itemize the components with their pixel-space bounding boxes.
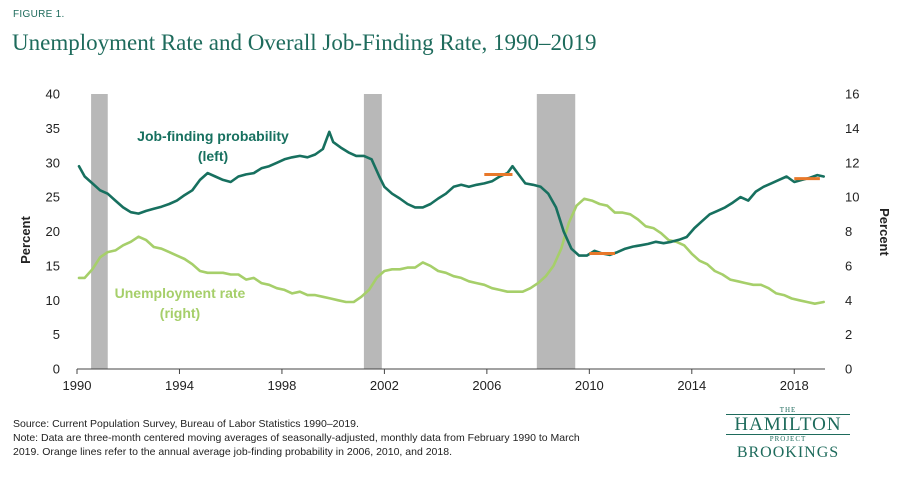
right-axis-label: Percent xyxy=(877,208,892,256)
note-line-2: 2019. Orange lines refer to the annual a… xyxy=(13,446,452,458)
series-lines xyxy=(77,130,826,306)
left-tick-label: 30 xyxy=(46,155,60,170)
logo-project: PROJECT xyxy=(769,435,807,443)
source-note: Source: Current Population Survey, Burea… xyxy=(13,418,359,430)
left-tick-label: 10 xyxy=(46,293,60,308)
right-tick-label: 14 xyxy=(845,121,859,136)
x-tick-label: 2006 xyxy=(472,378,501,393)
job-finding-annotation-line1: Job-finding probability xyxy=(137,128,289,144)
left-tick-label: 25 xyxy=(46,190,60,205)
hamilton-brookings-logo: THE HAMILTON PROJECT BROOKINGS xyxy=(726,406,850,462)
x-tick-label: 2010 xyxy=(575,378,604,393)
x-tick-label: 1994 xyxy=(165,378,194,393)
unemployment-line xyxy=(77,197,826,306)
right-tick-label: 12 xyxy=(845,155,859,170)
annual-average-lines xyxy=(484,172,820,255)
left-tick-label: 35 xyxy=(46,121,60,136)
recession-band-1 xyxy=(91,94,108,369)
right-tick-label: 6 xyxy=(845,258,852,273)
recession-band-3 xyxy=(536,94,576,369)
left-tick-label: 5 xyxy=(53,327,60,342)
x-tick-label: 2002 xyxy=(370,378,399,393)
logo-the: THE xyxy=(779,406,797,414)
x-tick-label: 2014 xyxy=(677,378,706,393)
left-axis-ticks: 0 5 10 15 20 25 30 35 40 xyxy=(46,87,60,377)
unemployment-annotation-line1: Unemployment rate xyxy=(115,285,246,301)
figure-label: FIGURE 1. xyxy=(13,9,65,20)
right-tick-label: 4 xyxy=(845,293,852,308)
right-tick-label: 8 xyxy=(845,224,852,239)
job-finding-line xyxy=(77,130,826,257)
x-tick-label: 2018 xyxy=(780,378,809,393)
right-axis-ticks: 0 2 4 6 8 10 12 14 16 xyxy=(845,87,859,377)
left-tick-label: 40 xyxy=(46,87,60,102)
unemployment-annotation-line2: (right) xyxy=(160,305,200,321)
logo-brookings: BROOKINGS xyxy=(736,444,840,461)
note-line-1: Note: Data are three-month centered movi… xyxy=(13,432,580,444)
job-finding-annotation-line2: (left) xyxy=(198,148,228,164)
x-tick-label: 1990 xyxy=(63,378,92,393)
left-tick-label: 0 xyxy=(53,362,60,377)
recession-bands xyxy=(91,94,576,369)
left-tick-label: 15 xyxy=(46,258,60,273)
recession-band-2 xyxy=(363,94,382,369)
chart-title: Unemployment Rate and Overall Job-Findin… xyxy=(12,30,597,55)
left-tick-label: 20 xyxy=(46,224,60,239)
footer-notes: Source: Current Population Survey, Burea… xyxy=(13,417,693,459)
right-tick-label: 16 xyxy=(845,87,859,102)
x-axis-ticks: 1990 1994 1998 2002 2006 2010 2014 2018 xyxy=(63,369,809,393)
left-axis-label: Percent xyxy=(18,215,33,263)
right-tick-label: 10 xyxy=(845,190,859,205)
logo-hamilton: HAMILTON xyxy=(726,414,850,435)
right-tick-label: 2 xyxy=(845,327,852,342)
x-tick-label: 1998 xyxy=(267,378,296,393)
right-tick-label: 0 xyxy=(845,362,852,377)
